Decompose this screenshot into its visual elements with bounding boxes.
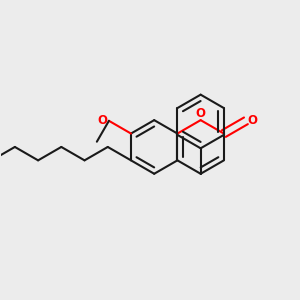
Text: O: O [248, 114, 258, 127]
Text: O: O [196, 107, 206, 120]
Text: O: O [97, 114, 107, 127]
